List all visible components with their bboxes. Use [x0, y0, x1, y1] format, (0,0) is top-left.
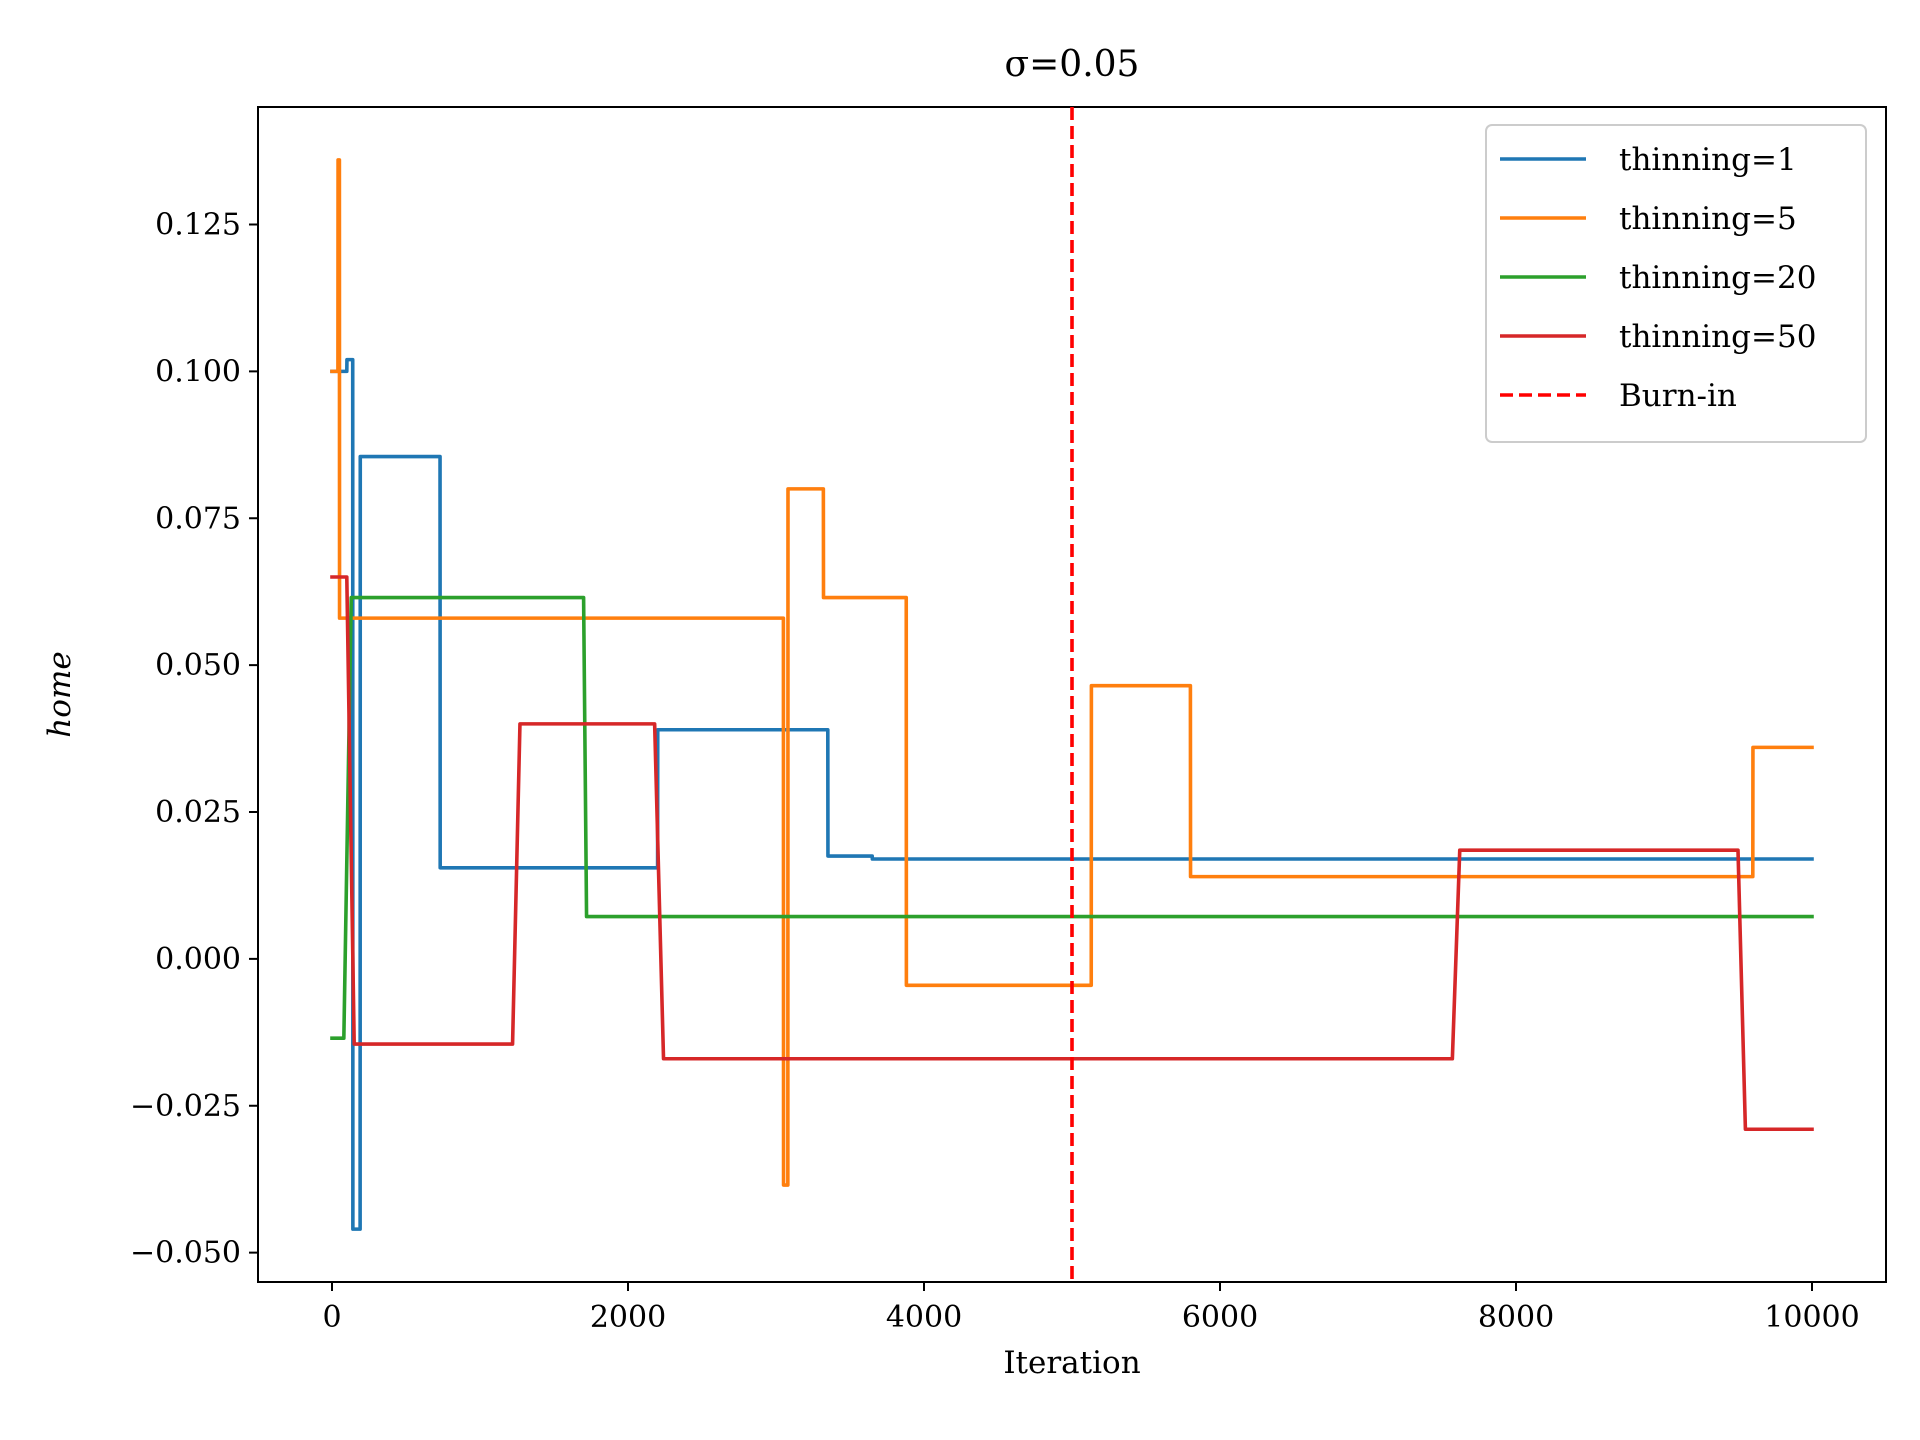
y-tick-label: 0.100: [155, 354, 241, 389]
series-line-thinning-20: [330, 595, 1814, 1040]
series-line-thinning-50: [330, 575, 1814, 1132]
ticks-layer: 0 2000 4000 6000 8000 10000 −0.050 −0.025 0.000 0…: [130, 208, 1860, 1336]
x-tick-label: 10000: [1764, 1300, 1859, 1335]
x-tick-label: 4000: [886, 1300, 962, 1335]
y-axis-label: home: [42, 651, 78, 737]
series-line-thinning-1: [330, 357, 1814, 1231]
x-tick-label: 0: [322, 1300, 341, 1335]
chart-title: σ=0.05: [1005, 44, 1140, 85]
x-tick-label: 8000: [1478, 1300, 1554, 1335]
series-layer: [330, 158, 1814, 1231]
y-tick-label: 0.125: [155, 208, 241, 243]
x-tick-label: 6000: [1182, 1300, 1258, 1335]
y-tick-label: 0.050: [155, 648, 241, 683]
x-tick-label: 2000: [590, 1300, 666, 1335]
y-tick-label: −0.025: [130, 1089, 241, 1124]
legend-box: [1485, 124, 1867, 443]
series-line-thinning-5: [330, 158, 1814, 1187]
y-tick-label: 0.075: [155, 501, 241, 536]
x-axis-label: Iteration: [1003, 1345, 1140, 1381]
legend-label: thinning=20: [1619, 260, 1816, 296]
y-tick-label: 0.025: [155, 795, 241, 830]
legend-label: thinning=50: [1619, 319, 1816, 355]
y-tick-label: 0.000: [155, 942, 241, 977]
legend: thinning=1 thinning=5 thinning=20 thinning=…: [1485, 124, 1867, 443]
legend-label: Burn-in: [1619, 378, 1737, 414]
legend-label: thinning=5: [1619, 201, 1797, 237]
legend-label: thinning=1: [1619, 142, 1797, 178]
y-tick-label: −0.050: [130, 1236, 241, 1271]
